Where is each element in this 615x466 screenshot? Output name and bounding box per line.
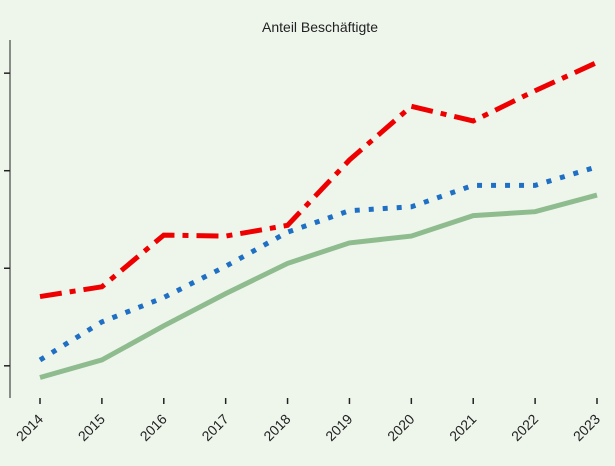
series-line — [39, 60, 599, 300]
series-line — [38, 164, 598, 363]
series-line — [39, 192, 598, 380]
chart-title: Anteil Beschäftigte — [262, 19, 378, 35]
